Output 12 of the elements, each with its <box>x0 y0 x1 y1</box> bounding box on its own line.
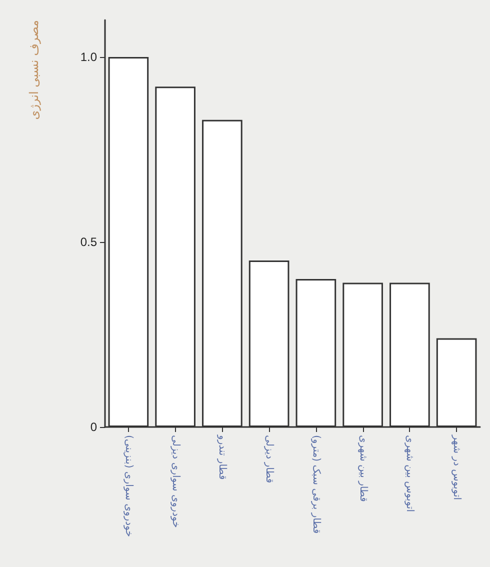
y-axis-title: مصرف نسبی انرژی <box>27 20 41 120</box>
y-tick-label: 0 <box>90 420 98 434</box>
x-tick-label: اتوبوس بین شهری <box>404 435 416 512</box>
x-tick-label: خودروی سواری دیزلی <box>170 435 181 528</box>
x-tick-label: قطار تندرو <box>216 434 228 480</box>
y-tick-label: 1.0 <box>80 50 98 64</box>
x-tick-label: قطار دیزلی <box>264 435 275 484</box>
y-tick-label: 0.5 <box>80 235 98 249</box>
x-tick-label: قطار بین شهری <box>357 435 368 502</box>
x-tick-label: خودروی سواری (بنزینی) <box>122 435 134 537</box>
x-tick-label: قطار برقی سبک (مترو) <box>310 435 322 534</box>
x-tick-label: اتوبوس در شهر <box>451 434 462 500</box>
